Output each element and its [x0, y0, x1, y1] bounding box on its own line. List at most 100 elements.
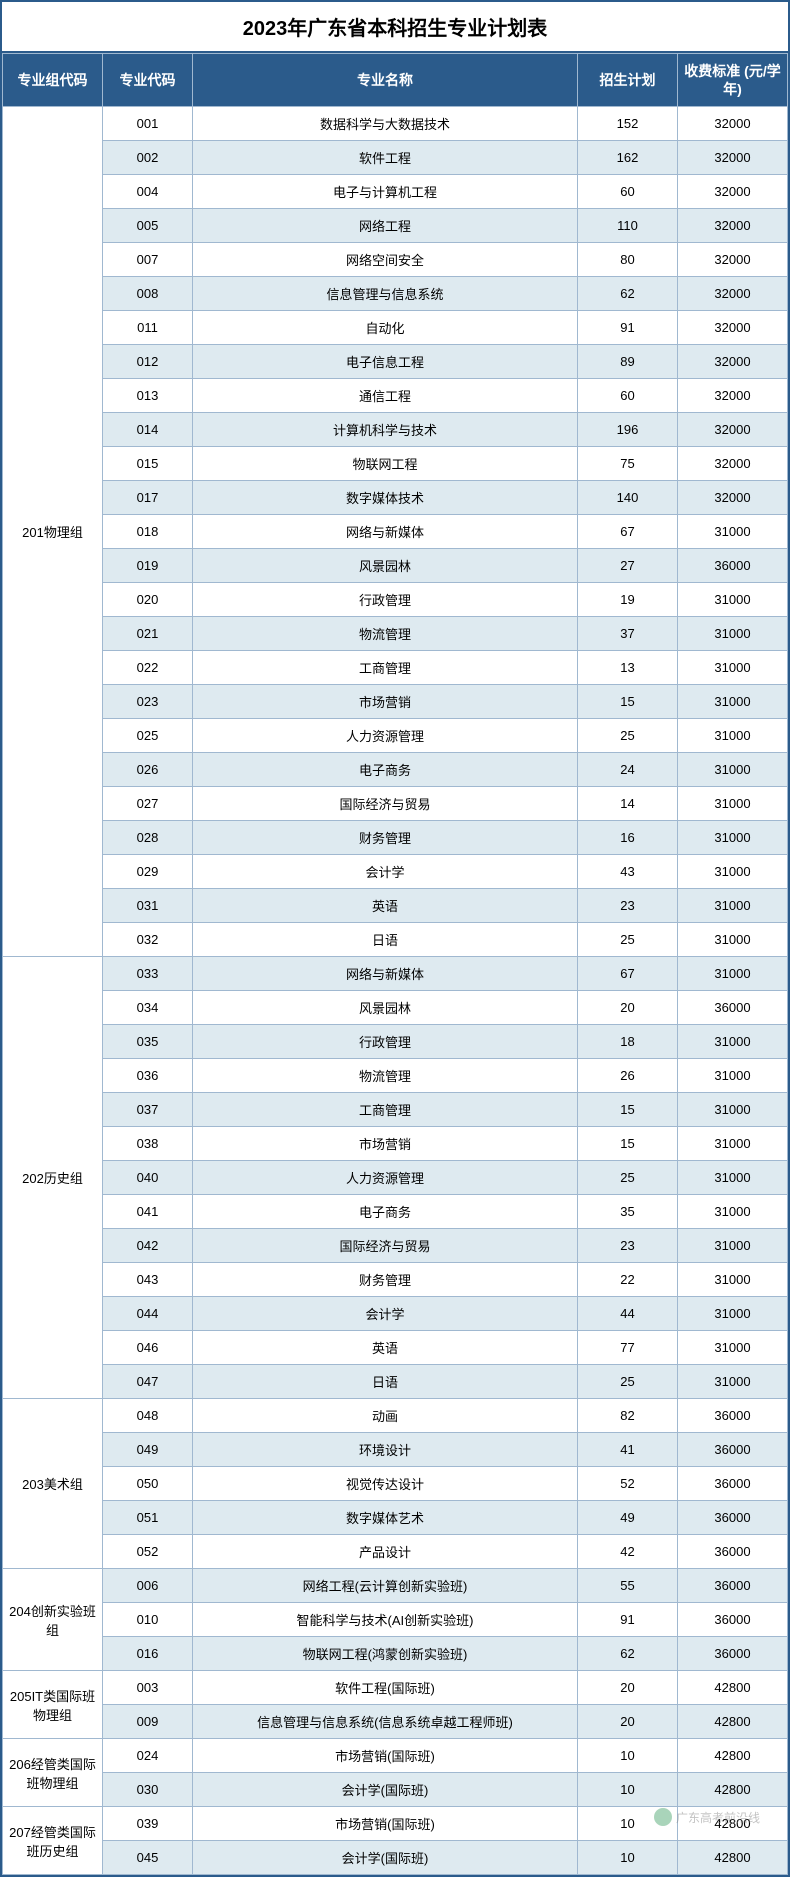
cell-code: 012	[103, 345, 193, 379]
cell-plan: 10	[578, 1841, 678, 1875]
cell-plan: 55	[578, 1569, 678, 1603]
table-row: 005网络工程11032000	[3, 209, 788, 243]
cell-fee: 36000	[678, 1535, 788, 1569]
table-title: 2023年广东省本科招生专业计划表	[2, 2, 788, 53]
cell-fee: 32000	[678, 243, 788, 277]
cell-name: 人力资源管理	[193, 1161, 578, 1195]
enrollment-plan-table: 2023年广东省本科招生专业计划表 专业组代码 专业代码 专业名称 招生计划 收…	[0, 0, 790, 1877]
cell-plan: 20	[578, 1671, 678, 1705]
table-row: 037工商管理1531000	[3, 1093, 788, 1127]
table-row: 201物理组001数据科学与大数据技术15232000	[3, 107, 788, 141]
cell-plan: 52	[578, 1467, 678, 1501]
cell-plan: 60	[578, 175, 678, 209]
cell-code: 036	[103, 1059, 193, 1093]
table-row: 028财务管理1631000	[3, 821, 788, 855]
table-row: 021物流管理3731000	[3, 617, 788, 651]
cell-code: 007	[103, 243, 193, 277]
cell-fee: 36000	[678, 991, 788, 1025]
cell-plan: 18	[578, 1025, 678, 1059]
cell-code: 024	[103, 1739, 193, 1773]
cell-code: 010	[103, 1603, 193, 1637]
table-row: 012电子信息工程8932000	[3, 345, 788, 379]
cell-name: 会计学	[193, 1297, 578, 1331]
cell-plan: 91	[578, 311, 678, 345]
cell-plan: 13	[578, 651, 678, 685]
cell-name: 数据科学与大数据技术	[193, 107, 578, 141]
cell-name: 网络工程	[193, 209, 578, 243]
cell-fee: 31000	[678, 617, 788, 651]
cell-code: 030	[103, 1773, 193, 1807]
cell-name: 会计学(国际班)	[193, 1773, 578, 1807]
cell-name: 计算机科学与技术	[193, 413, 578, 447]
table-row: 052产品设计4236000	[3, 1535, 788, 1569]
cell-plan: 196	[578, 413, 678, 447]
cell-plan: 60	[578, 379, 678, 413]
cell-plan: 25	[578, 1365, 678, 1399]
cell-code: 018	[103, 515, 193, 549]
table-row: 044会计学4431000	[3, 1297, 788, 1331]
cell-plan: 67	[578, 957, 678, 991]
table-row: 047日语2531000	[3, 1365, 788, 1399]
wechat-icon	[654, 1808, 672, 1826]
cell-plan: 152	[578, 107, 678, 141]
cell-name: 行政管理	[193, 583, 578, 617]
cell-name: 电子商务	[193, 1195, 578, 1229]
cell-name: 市场营销	[193, 1127, 578, 1161]
cell-plan: 80	[578, 243, 678, 277]
table-row: 030会计学(国际班)1042800	[3, 1773, 788, 1807]
table-row: 051数字媒体艺术4936000	[3, 1501, 788, 1535]
cell-name: 电子商务	[193, 753, 578, 787]
table-row: 018网络与新媒体6731000	[3, 515, 788, 549]
cell-name: 视觉传达设计	[193, 1467, 578, 1501]
cell-name: 市场营销	[193, 685, 578, 719]
cell-name: 人力资源管理	[193, 719, 578, 753]
cell-code: 005	[103, 209, 193, 243]
cell-name: 工商管理	[193, 651, 578, 685]
cell-name: 网络空间安全	[193, 243, 578, 277]
cell-name: 电子信息工程	[193, 345, 578, 379]
cell-code: 011	[103, 311, 193, 345]
cell-name: 财务管理	[193, 821, 578, 855]
cell-fee: 31000	[678, 1229, 788, 1263]
table-row: 205IT类国际班物理组003软件工程(国际班)2042800	[3, 1671, 788, 1705]
cell-name: 通信工程	[193, 379, 578, 413]
cell-fee: 31000	[678, 719, 788, 753]
cell-code: 009	[103, 1705, 193, 1739]
table-row: 045会计学(国际班)1042800	[3, 1841, 788, 1875]
cell-name: 物流管理	[193, 1059, 578, 1093]
cell-fee: 31000	[678, 1195, 788, 1229]
watermark-text: 广东高考前沿线	[676, 1809, 760, 1826]
cell-code: 016	[103, 1637, 193, 1671]
cell-plan: 35	[578, 1195, 678, 1229]
cell-fee: 36000	[678, 1603, 788, 1637]
cell-code: 013	[103, 379, 193, 413]
cell-fee: 32000	[678, 447, 788, 481]
cell-fee: 32000	[678, 175, 788, 209]
cell-name: 产品设计	[193, 1535, 578, 1569]
cell-fee: 31000	[678, 583, 788, 617]
cell-name: 信息管理与信息系统	[193, 277, 578, 311]
cell-name: 工商管理	[193, 1093, 578, 1127]
cell-fee: 32000	[678, 209, 788, 243]
table-row: 041电子商务3531000	[3, 1195, 788, 1229]
cell-fee: 32000	[678, 345, 788, 379]
cell-name: 信息管理与信息系统(信息系统卓越工程师班)	[193, 1705, 578, 1739]
cell-plan: 15	[578, 1093, 678, 1127]
table-row: 034风景园林2036000	[3, 991, 788, 1025]
cell-plan: 91	[578, 1603, 678, 1637]
cell-fee: 36000	[678, 1569, 788, 1603]
cell-code: 002	[103, 141, 193, 175]
table-row: 050视觉传达设计5236000	[3, 1467, 788, 1501]
cell-fee: 31000	[678, 1093, 788, 1127]
cell-fee: 31000	[678, 889, 788, 923]
cell-fee: 36000	[678, 1433, 788, 1467]
cell-fee: 36000	[678, 1501, 788, 1535]
cell-code: 034	[103, 991, 193, 1025]
table-row: 204创新实验班组006网络工程(云计算创新实验班)5536000	[3, 1569, 788, 1603]
cell-fee: 31000	[678, 1127, 788, 1161]
cell-code: 040	[103, 1161, 193, 1195]
cell-plan: 82	[578, 1399, 678, 1433]
table-row: 002软件工程16232000	[3, 141, 788, 175]
table-row: 032日语2531000	[3, 923, 788, 957]
group-label: 202历史组	[3, 957, 103, 1399]
